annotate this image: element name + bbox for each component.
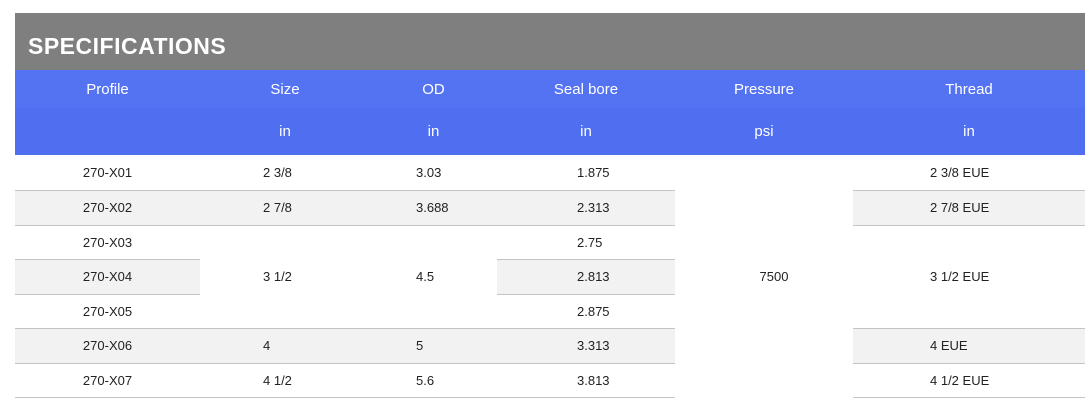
cell: 270-X01 (15, 155, 200, 191)
column-header: Pressure (675, 70, 853, 108)
row: 270-X01 2 3/8 3.03 1.875 7500 2 3/8 EUE (15, 155, 1085, 284)
column-header: Size (200, 70, 370, 108)
cell: 4 EUE (853, 327, 1085, 364)
unit-cell: psi (675, 108, 853, 155)
column-header: Thread (853, 70, 1085, 108)
cell: 2 3/8 EUE (853, 155, 1085, 191)
cell: 3.688 (370, 189, 497, 226)
cell: 3.313 (497, 327, 675, 364)
cell: 2.813 (497, 258, 675, 295)
spec-table: Profile Size OD Seal bore Pressure Threa… (15, 70, 1085, 398)
unit-cell: in (853, 108, 1085, 155)
unit-cell: in (200, 108, 370, 155)
cell: 7500 (759, 268, 789, 284)
panel-title: SPECIFICATIONS (15, 13, 1085, 70)
cell: 2.313 (497, 189, 675, 226)
cell: 5.6 (370, 363, 497, 398)
cell: 2.875 (497, 294, 675, 329)
cell: 270-X07 (15, 363, 200, 398)
cell: 5 (370, 327, 497, 364)
column-header: OD (370, 70, 497, 108)
column-header: Seal bore (497, 70, 675, 108)
row: 270-X07 4 1/2 5.6 3.813 4 1/2 EUE (15, 363, 1085, 398)
cell: 270-X03 (15, 225, 200, 260)
header-row: Profile Size OD Seal bore Pressure Threa… (15, 70, 1085, 108)
cell: 3 1/2 EUE (853, 225, 1085, 329)
cell: 2 7/8 EUE (853, 189, 1085, 226)
unit-cell: in (370, 108, 497, 155)
cell: 270-X04 (15, 258, 200, 295)
cell: 270-X06 (15, 327, 200, 364)
cell: 3 1/2 (200, 225, 370, 329)
cell: 4 (200, 327, 370, 364)
cell: 270-X05 (15, 294, 200, 329)
row: 270-X03 3 1/2 4.5 2.75 3 1/2 EUE (15, 225, 1085, 329)
cell: 2.75 (497, 225, 675, 260)
row: 270-X06 4 5 3.313 4 EUE (15, 327, 1085, 364)
cell: 1.875 (497, 155, 675, 191)
unit-cell: in (497, 108, 675, 155)
cell: 270-X02 (15, 189, 200, 226)
cell: 2 7/8 (200, 189, 370, 226)
cell: 4 1/2 EUE (853, 363, 1085, 398)
cell: 3.813 (497, 363, 675, 398)
column-header: Profile (15, 70, 200, 108)
cell: 4.5 (370, 225, 497, 329)
cell: 3.03 (370, 155, 497, 191)
row: 270-X04 2.813 (15, 258, 1085, 295)
unit-cell (15, 108, 200, 155)
row: 270-X02 2 7/8 3.688 2.313 2 7/8 EUE (15, 189, 1085, 226)
cell: 2 3/8 (200, 155, 370, 191)
spec-panel: SPECIFICATIONS Profile Size OD Seal bore… (15, 13, 1085, 398)
unit-row: in in in psi in (15, 108, 1085, 155)
cell: 4 1/2 (200, 363, 370, 398)
